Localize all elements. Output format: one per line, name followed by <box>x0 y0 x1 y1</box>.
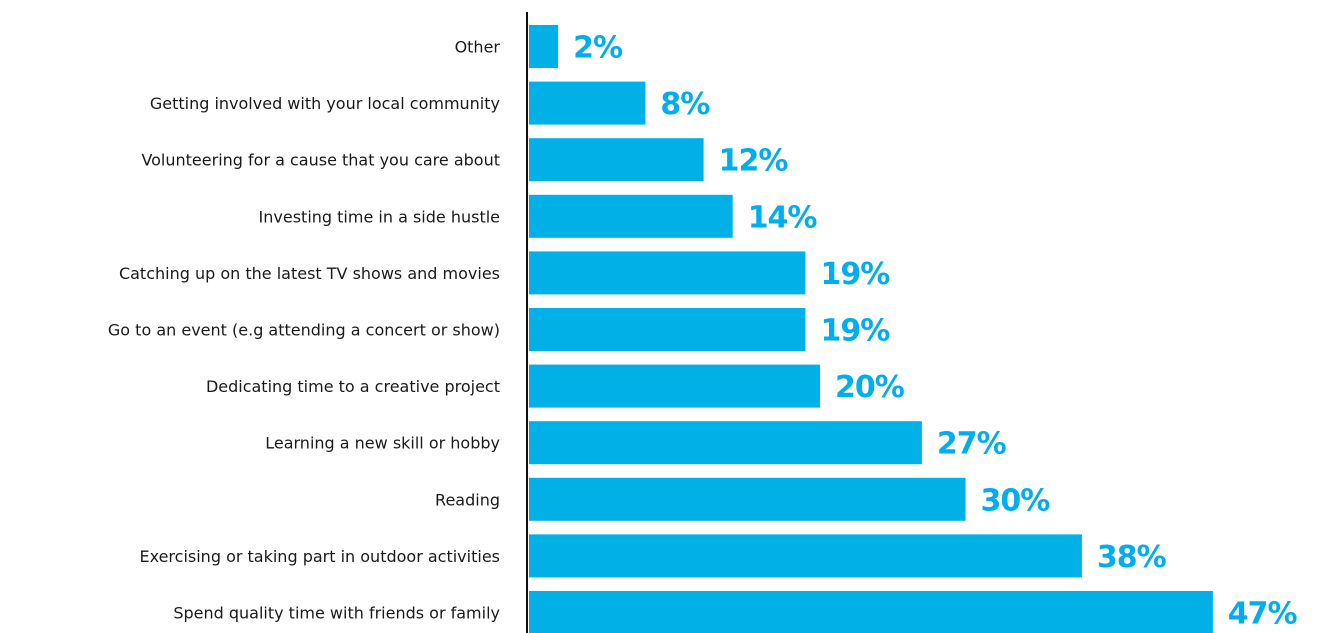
category-label: Learning a new skill or hobby <box>265 434 500 453</box>
bar <box>529 251 806 295</box>
value-label: 19% <box>821 257 891 292</box>
value-label: 14% <box>748 200 818 235</box>
bar <box>529 308 806 351</box>
category-label: Investing time in a side hustle <box>259 207 500 226</box>
bar <box>529 194 733 238</box>
bar <box>529 421 922 465</box>
category-label: Go to an event (e.g attending a concert … <box>108 321 500 340</box>
value-label: 47% <box>1228 597 1298 632</box>
bar <box>529 81 646 125</box>
category-labels-layer: Other Getting involved with your local co… <box>108 38 501 623</box>
category-label: Catching up on the latest TV shows and m… <box>119 264 500 283</box>
bar <box>529 25 559 68</box>
category-label: Getting involved with your local communi… <box>150 94 500 113</box>
value-label: 20% <box>835 370 905 405</box>
value-label: 30% <box>981 483 1051 518</box>
category-label: Reading <box>435 490 500 509</box>
category-label: Volunteering for a cause that you care a… <box>141 151 500 170</box>
category-label: Other <box>455 38 501 57</box>
bar <box>529 534 1082 578</box>
value-label: 19% <box>821 314 891 349</box>
bar <box>529 477 966 521</box>
bar <box>529 591 1213 633</box>
value-label: 2% <box>573 31 623 66</box>
value-labels-layer: 2%8%12%14%19%19%20%27%30%38%47% <box>573 31 1298 632</box>
value-label: 27% <box>937 427 1007 462</box>
value-label: 38% <box>1097 540 1167 575</box>
bar <box>529 138 704 182</box>
category-label: Dedicating time to a creative project <box>206 377 500 396</box>
value-label: 8% <box>660 87 710 122</box>
category-label: Exercising or taking part in outdoor act… <box>140 547 501 566</box>
bars-layer <box>529 25 1213 633</box>
value-label: 12% <box>719 144 789 179</box>
bar <box>529 364 820 408</box>
category-label: Spend quality time with friends or famil… <box>173 604 500 623</box>
